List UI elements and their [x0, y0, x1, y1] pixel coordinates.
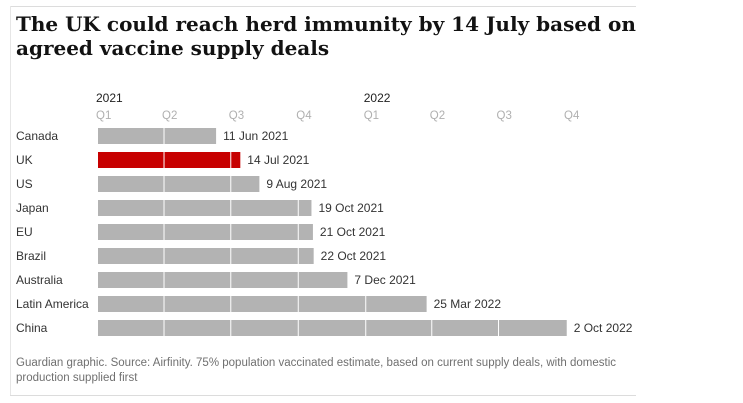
bar	[98, 272, 348, 288]
value-label: 14 Jul 2021	[247, 153, 309, 167]
x-tick-label-3: Q3	[229, 110, 244, 122]
value-label: 9 Aug 2021	[266, 177, 327, 191]
x-tick-label-5: Q1	[364, 110, 379, 122]
top-rule	[10, 6, 636, 7]
value-label: 22 Oct 2021	[321, 249, 387, 263]
source-note: Guardian graphic. Source: Airfinity. 75%…	[16, 357, 617, 384]
category-label: EU	[16, 225, 33, 239]
category-label: Japan	[16, 201, 49, 215]
bar-highlight	[98, 152, 241, 168]
category-label: Brazil	[16, 249, 46, 263]
left-rule	[10, 6, 11, 396]
x-tick-label-7: Q3	[497, 110, 512, 122]
category-label: US	[16, 177, 33, 191]
year-label-2022: 2022	[364, 91, 391, 105]
value-label: 2 Oct 2022	[574, 321, 633, 335]
bar	[98, 200, 312, 216]
x-tick-label-4: Q4	[296, 110, 312, 122]
chart-title: The UK could reach herd immunity by 14 J…	[16, 12, 636, 60]
category-label: Canada	[16, 129, 58, 143]
x-tick-label-2: Q2	[162, 110, 177, 122]
category-label: Australia	[16, 273, 63, 287]
x-tick-label-6: Q2	[430, 110, 445, 122]
value-label: 11 Jun 2021	[223, 129, 288, 143]
category-label: UK	[16, 153, 33, 167]
value-label: 7 Dec 2021	[354, 273, 416, 287]
year-label-2021: 2021	[96, 91, 123, 105]
value-label: 21 Oct 2021	[320, 225, 386, 239]
x-tick-label-8: Q4	[564, 110, 580, 122]
value-label: 25 Mar 2022	[434, 297, 502, 311]
bar	[98, 320, 567, 336]
bar	[98, 224, 313, 240]
value-label: 19 Oct 2021	[318, 201, 384, 215]
x-tick-label-1: Q1	[96, 110, 111, 122]
category-label: Latin America	[16, 297, 89, 311]
bottom-rule	[10, 395, 636, 396]
bar	[98, 248, 314, 264]
bar	[98, 128, 217, 144]
bar	[98, 296, 427, 312]
bar	[98, 176, 260, 192]
category-label: China	[16, 321, 48, 335]
